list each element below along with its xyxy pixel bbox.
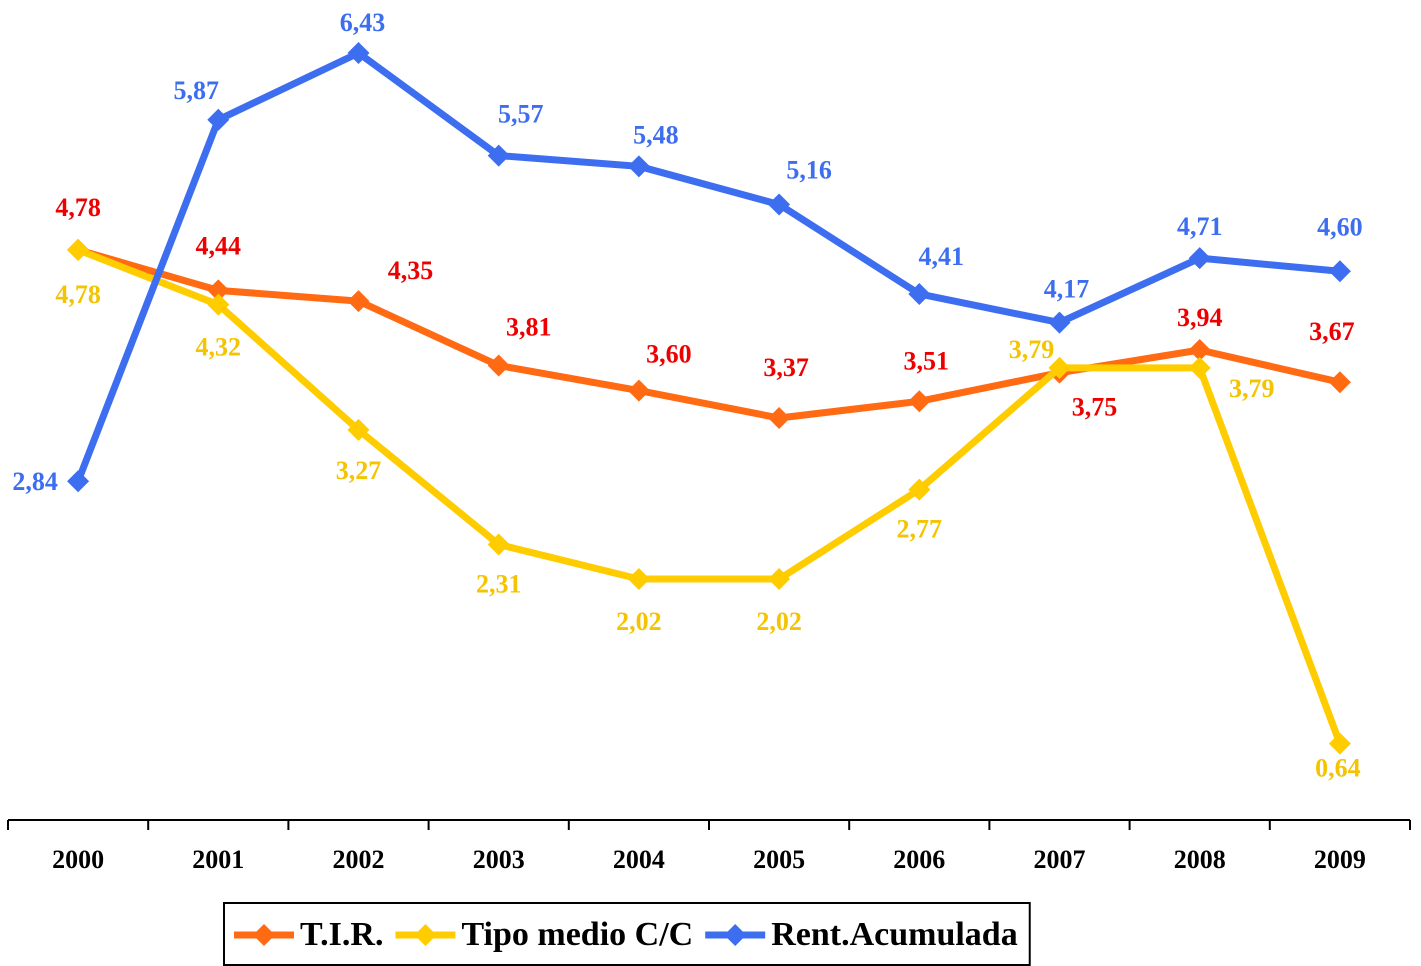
point xyxy=(1328,371,1351,394)
data-label: 3,37 xyxy=(763,353,809,382)
point xyxy=(627,155,650,178)
point xyxy=(768,193,791,216)
point xyxy=(908,478,931,501)
point xyxy=(1048,356,1071,379)
data-label: 5,16 xyxy=(786,155,832,184)
point xyxy=(67,238,90,261)
data-label: 2,02 xyxy=(756,607,802,636)
x-tick-label: 2004 xyxy=(613,845,665,874)
point xyxy=(67,470,90,493)
data-label: 5,57 xyxy=(498,100,544,129)
point xyxy=(487,354,510,377)
data-label: 3,51 xyxy=(904,346,950,375)
data-label: 4,35 xyxy=(388,256,434,285)
point xyxy=(207,279,230,302)
data-label: 6,43 xyxy=(340,8,386,37)
point xyxy=(487,533,510,556)
data-label: 4,60 xyxy=(1317,212,1363,241)
series-line xyxy=(77,246,1341,422)
x-tick-label: 2007 xyxy=(1034,845,1086,874)
legend-box xyxy=(223,902,1031,966)
data-label: 3,81 xyxy=(506,312,552,341)
data-label: 5,48 xyxy=(633,120,679,149)
series-line xyxy=(74,49,1341,483)
series-line xyxy=(76,246,1344,745)
point xyxy=(487,144,510,167)
data-label: 2,02 xyxy=(616,607,662,636)
point xyxy=(627,379,650,402)
point xyxy=(1328,260,1351,283)
legend-marker xyxy=(414,924,437,946)
data-label: 3,67 xyxy=(1309,317,1355,346)
point xyxy=(207,108,230,131)
point xyxy=(207,293,230,316)
point xyxy=(1188,247,1211,270)
data-label: 2,84 xyxy=(12,467,58,496)
legend-label: Tipo medio C/C xyxy=(461,916,693,953)
x-tick-label: 2003 xyxy=(473,845,525,874)
data-label: 4,44 xyxy=(196,231,242,260)
legend-label: Rent.Acumulada xyxy=(771,916,1018,953)
data-label: 3,75 xyxy=(1072,393,1118,422)
point xyxy=(908,390,931,413)
x-tick-label: 2005 xyxy=(753,845,805,874)
point xyxy=(1048,311,1071,334)
legend-label: T.I.R. xyxy=(300,916,383,953)
data-label: 4,78 xyxy=(55,193,101,222)
data-label: 2,31 xyxy=(476,569,522,598)
data-label: 0,64 xyxy=(1315,754,1361,783)
data-label: 4,32 xyxy=(196,333,242,362)
point xyxy=(908,282,931,305)
point xyxy=(1328,732,1351,755)
point xyxy=(347,290,370,313)
data-label: 5,87 xyxy=(174,76,220,105)
point xyxy=(347,41,370,64)
legend: T.I.R. Tipo medio C/C Rent.Acumulada xyxy=(223,902,1031,966)
x-tick-label: 2008 xyxy=(1174,845,1226,874)
data-label: 4,71 xyxy=(1177,212,1223,241)
data-label: 3,79 xyxy=(1009,335,1055,364)
data-label: 3,60 xyxy=(646,340,692,369)
data-label: 3,79 xyxy=(1229,374,1275,403)
x-tick-label: 2000 xyxy=(52,845,104,874)
point xyxy=(627,568,650,591)
data-label: 4,78 xyxy=(55,280,101,309)
point xyxy=(1188,356,1211,379)
data-label: 4,41 xyxy=(919,242,965,271)
x-tick-label: 2001 xyxy=(192,845,244,874)
x-tick-label: 2002 xyxy=(333,845,385,874)
data-label: 3,94 xyxy=(1177,303,1223,332)
point xyxy=(347,418,370,441)
data-label: 3,27 xyxy=(336,456,382,485)
point xyxy=(768,407,791,430)
x-tick-label: 2009 xyxy=(1314,845,1366,874)
data-label: 4,17 xyxy=(1044,275,1090,304)
x-tick-label: 2006 xyxy=(893,845,945,874)
legend-marker xyxy=(724,924,747,946)
point xyxy=(1188,339,1211,362)
data-label: 2,77 xyxy=(897,515,943,544)
point xyxy=(768,568,791,591)
legend-marker xyxy=(253,924,275,946)
